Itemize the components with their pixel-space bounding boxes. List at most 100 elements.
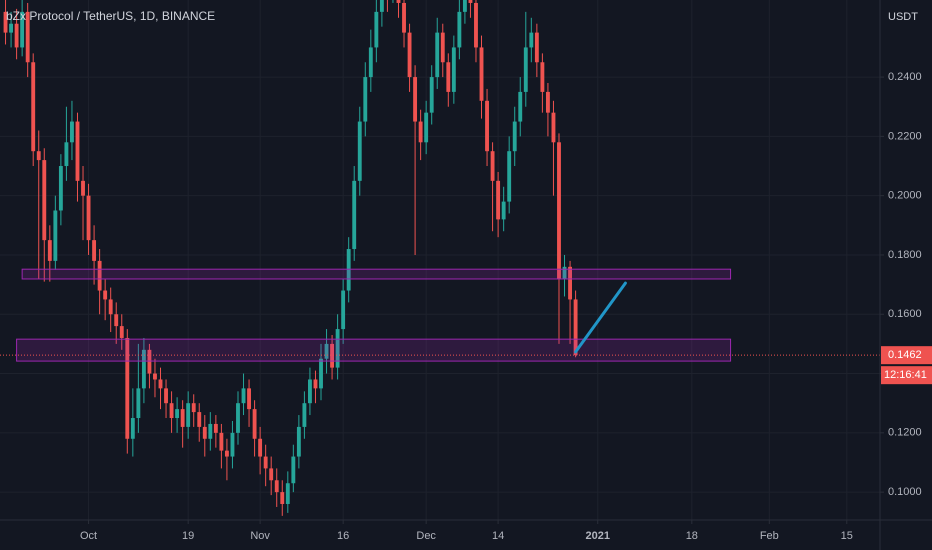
- candle-body: [158, 379, 163, 389]
- candle-body: [169, 403, 174, 419]
- x-tick-label: 18: [686, 530, 698, 542]
- candle-body: [14, 23, 19, 48]
- candle-body: [534, 32, 539, 63]
- candle-body: [103, 290, 108, 300]
- candle-body: [136, 388, 141, 419]
- candle-body: [429, 77, 434, 113]
- candle-body: [413, 77, 418, 122]
- candle-body: [25, 11, 30, 63]
- candle-body: [202, 426, 207, 439]
- price-zone: [21, 268, 732, 280]
- candle-body: [213, 423, 218, 433]
- candle-body: [208, 423, 213, 439]
- candle-body: [313, 379, 318, 389]
- candle-body: [186, 403, 191, 427]
- candle-body: [335, 329, 340, 368]
- candle-body: [285, 483, 290, 504]
- y-tick-label: 0.2400: [888, 71, 922, 83]
- plot-area: [0, 0, 880, 516]
- x-tick-label: Feb: [760, 530, 779, 542]
- candle-body: [53, 210, 58, 261]
- candle-body: [379, 0, 384, 12]
- candle-body: [70, 121, 74, 143]
- candle-body: [64, 142, 69, 167]
- candle-body: [147, 349, 152, 374]
- candle-body: [512, 121, 517, 152]
- candle-body: [9, 23, 14, 33]
- candle-body: [396, 0, 401, 3]
- x-tick-label: 16: [337, 530, 349, 542]
- candle-body: [236, 403, 240, 433]
- candle-body: [141, 349, 146, 389]
- countdown-box: [881, 366, 932, 385]
- candle-body: [440, 32, 445, 63]
- candle-body: [31, 62, 36, 152]
- y-tick-label: 0.1800: [888, 249, 922, 261]
- x-tick-label: 14: [492, 530, 504, 542]
- candle-body: [324, 343, 329, 359]
- candle-body: [153, 373, 157, 380]
- x-tick-label: Oct: [80, 530, 97, 542]
- candle-body: [197, 412, 202, 427]
- candle-body: [402, 2, 406, 33]
- candle-body: [368, 47, 373, 78]
- x-tick-label: Dec: [416, 530, 436, 542]
- candle-body: [462, 0, 467, 12]
- candle-body: [357, 121, 362, 181]
- candle-body: [501, 201, 506, 220]
- y-tick-label: 0.1000: [888, 486, 922, 498]
- candle-body: [42, 160, 47, 241]
- candle-body: [424, 112, 429, 143]
- candle-body: [457, 11, 462, 48]
- candle-body: [175, 409, 180, 419]
- candle-body: [81, 180, 85, 196]
- candle-body: [308, 379, 312, 404]
- candle-body: [180, 409, 185, 427]
- candle-body: [363, 77, 368, 122]
- candle-body: [319, 358, 323, 389]
- last-price-label: 0.1462: [888, 349, 922, 361]
- chart-title: bZx Protocol / TetherUS, 1D, BINANCE: [6, 9, 215, 23]
- candle-body: [496, 180, 501, 220]
- x-tick-label: 15: [841, 530, 853, 542]
- candle-body: [130, 418, 135, 439]
- candle-body: [479, 47, 484, 101]
- candle-body: [352, 180, 357, 250]
- candle-body: [97, 260, 102, 291]
- candle-body: [474, 2, 478, 48]
- candle-body: [86, 195, 91, 241]
- trend-line: [574, 281, 627, 354]
- candle-body: [280, 492, 285, 504]
- candle-body: [302, 403, 307, 427]
- candle-body: [523, 47, 528, 92]
- x-tick-label: Nov: [250, 530, 270, 542]
- y-tick-label: 0.2000: [888, 190, 922, 202]
- candle-body: [224, 450, 229, 457]
- candle-body: [108, 299, 113, 315]
- candle-body: [191, 403, 196, 413]
- candle-body: [468, 0, 473, 3]
- y-tick-label: 0.2200: [888, 130, 922, 142]
- candle-body: [3, 11, 8, 33]
- candle-body: [247, 388, 251, 410]
- x-tick-label: 2021: [585, 530, 609, 542]
- candle-body: [36, 151, 41, 161]
- candle-body: [346, 249, 351, 291]
- x-tick-label: 19: [182, 530, 194, 542]
- candle-body: [296, 426, 301, 457]
- candle-body: [451, 47, 456, 92]
- candle-body: [47, 240, 52, 261]
- candle-body: [219, 432, 224, 451]
- candle-body: [230, 432, 235, 457]
- candle-body: [258, 438, 263, 457]
- candle-body: [545, 91, 550, 113]
- candle-body: [562, 266, 567, 279]
- price-zone: [16, 338, 732, 362]
- candle-body: [114, 314, 119, 327]
- candle-body: [274, 480, 279, 493]
- y-axis-unit: USDT: [888, 11, 918, 23]
- countdown-label: 12:16:41: [884, 369, 927, 381]
- candle-body: [568, 266, 572, 300]
- y-tick-label: 0.1600: [888, 308, 922, 320]
